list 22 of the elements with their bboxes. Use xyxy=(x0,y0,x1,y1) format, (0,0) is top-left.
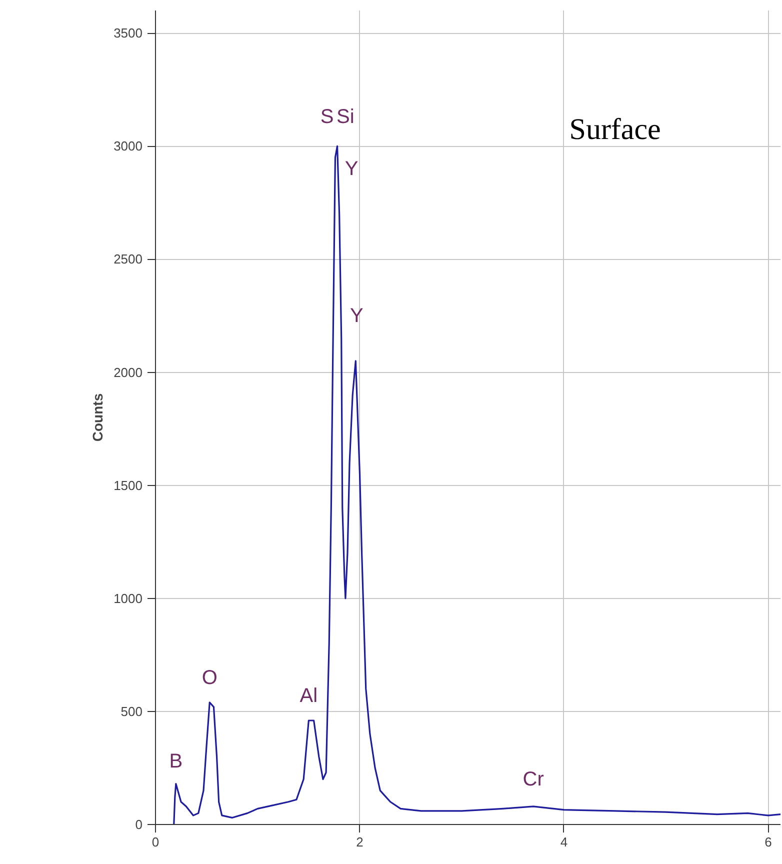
annotation: O xyxy=(202,666,218,689)
x-tick-label: 6 xyxy=(764,834,772,850)
annotation: B xyxy=(169,750,183,772)
y-tick-label: 3500 xyxy=(114,26,142,41)
annotation: Al xyxy=(300,684,318,707)
x-tick-label: 4 xyxy=(560,834,568,850)
annotation: Cr xyxy=(522,768,544,791)
x-tick-label: 2 xyxy=(356,834,364,850)
y-tick-label: 2500 xyxy=(114,252,142,267)
y-tick-label: 1500 xyxy=(114,478,142,493)
annotation: S xyxy=(320,106,334,128)
annotation: Si xyxy=(336,106,354,128)
y-tick-label: 2000 xyxy=(114,364,142,380)
annotation: Surface xyxy=(569,113,661,146)
y-axis-title: Counts xyxy=(90,393,106,442)
annotation: Y xyxy=(350,305,364,328)
y-tick-label: 3000 xyxy=(114,138,142,154)
y-tick-label: 1000 xyxy=(114,590,142,606)
y-tick-label: 500 xyxy=(120,704,143,719)
y-tick-label: 0 xyxy=(135,817,143,832)
annotation: Y xyxy=(344,158,358,180)
x-tick-label: 0 xyxy=(152,834,160,850)
